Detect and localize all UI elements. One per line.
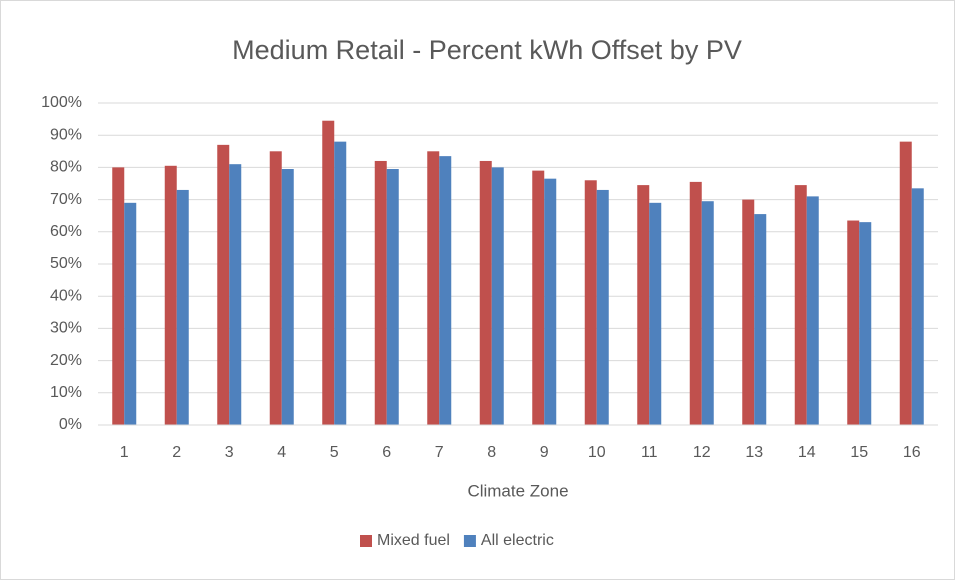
x-tick-label: 15 <box>850 444 868 461</box>
bar <box>229 164 242 425</box>
bar <box>742 199 755 425</box>
y-tick-label: 70% <box>50 191 82 208</box>
y-tick-label: 30% <box>50 320 82 337</box>
x-tick-label: 2 <box>172 444 181 461</box>
bar <box>374 160 387 425</box>
x-tick-label: 13 <box>745 444 763 461</box>
bar <box>281 169 294 425</box>
x-axis-title: Climate Zone <box>467 481 568 500</box>
x-tick-label: 6 <box>382 444 391 461</box>
chart-title: Medium Retail - Percent kWh Offset by PV <box>232 35 742 65</box>
bar <box>269 151 282 426</box>
y-tick-label: 50% <box>50 255 82 272</box>
y-tick-label: 90% <box>50 126 82 143</box>
x-tick-label: 7 <box>435 444 444 461</box>
bar <box>532 170 545 425</box>
bar <box>689 181 702 425</box>
bar <box>427 151 440 426</box>
bar <box>584 180 597 425</box>
x-tick-label: 9 <box>540 444 549 461</box>
x-tick-label: 4 <box>277 444 286 461</box>
x-tick-label: 5 <box>330 444 339 461</box>
x-tick-label: 14 <box>798 444 816 461</box>
bar <box>637 185 650 425</box>
bar <box>544 178 557 425</box>
bar <box>386 169 399 425</box>
bar <box>859 222 872 425</box>
bar <box>124 202 137 425</box>
bar <box>596 189 609 425</box>
legend-label: All electric <box>481 532 554 549</box>
x-tick-label: 16 <box>903 444 921 461</box>
x-tick-label: 8 <box>487 444 496 461</box>
bar <box>322 120 335 426</box>
x-tick-label: 1 <box>120 444 129 461</box>
x-tick-label: 12 <box>693 444 711 461</box>
bar <box>649 202 662 425</box>
bar <box>439 156 452 425</box>
bar <box>491 167 504 425</box>
legend-swatch <box>463 535 476 547</box>
legend-swatch <box>360 535 372 547</box>
bar <box>847 220 860 425</box>
bar <box>911 188 924 425</box>
x-tick-label: 10 <box>588 444 606 461</box>
y-tick-label: 60% <box>50 223 82 240</box>
bar <box>899 141 912 425</box>
y-tick-label: 10% <box>50 384 82 401</box>
bar <box>479 160 492 425</box>
bar <box>754 214 767 425</box>
y-tick-label: 40% <box>50 287 82 304</box>
bar <box>701 201 714 425</box>
bar <box>334 141 347 425</box>
y-tick-label: 80% <box>50 159 82 176</box>
bar <box>112 167 125 425</box>
bar <box>794 185 807 425</box>
bar <box>164 165 177 426</box>
bar <box>806 196 819 425</box>
y-tick-label: 20% <box>50 352 82 369</box>
y-tick-label: 100% <box>41 94 82 111</box>
bar <box>176 189 189 425</box>
y-tick-label: 0% <box>59 416 82 433</box>
x-tick-label: 11 <box>641 444 658 461</box>
legend-label: Mixed fuel <box>377 532 450 549</box>
x-tick-label: 3 <box>225 444 234 461</box>
bar <box>217 144 230 426</box>
